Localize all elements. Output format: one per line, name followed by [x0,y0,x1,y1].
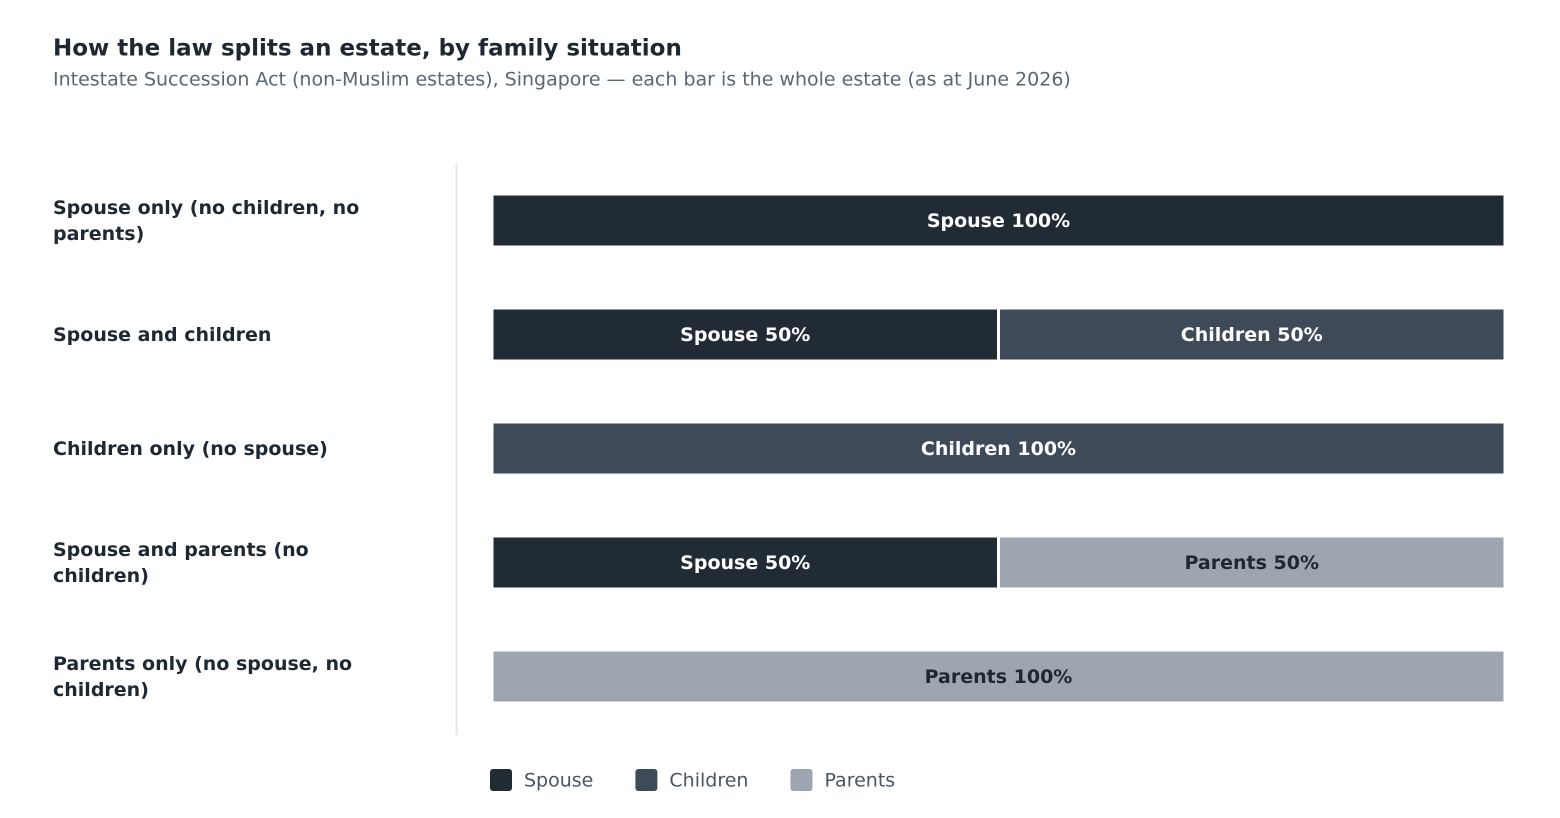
bar-segment [490,306,1000,363]
value-label: Spouse 50% [680,552,810,574]
category-label: Parents only (no spouse, no children) [53,652,353,701]
category-label: Spouse only (no children, no parents) [53,196,360,245]
legend-label: Children [669,770,748,792]
category-label: Spouse and parents (no children) [53,538,309,587]
legend-label: Spouse [524,770,593,792]
category-label: Children only (no spouse) [53,437,328,460]
value-label: Children 100% [921,438,1076,460]
category-label: Spouse and children [53,323,272,346]
legend-swatch [635,769,658,791]
legend-label: Parents [824,770,895,792]
value-label: Children 50% [1181,324,1323,346]
bar-segment [490,648,1507,705]
bar-segment [490,420,1507,477]
chart-subtitle: Intestate Succession Act (non-Muslim est… [53,69,1071,91]
chart-title: How the law splits an estate, by family … [53,36,682,62]
bar-segment [490,192,1507,249]
bar-segment [490,534,1000,591]
value-label: Parents 100% [925,666,1073,688]
legend-swatch [490,769,512,791]
legend-swatch [790,769,813,791]
bar-segment [997,306,1507,363]
bar-segment [997,534,1507,591]
value-label: Spouse 100% [927,210,1070,232]
value-label: Spouse 50% [680,324,810,346]
value-label: Parents 50% [1184,552,1319,574]
